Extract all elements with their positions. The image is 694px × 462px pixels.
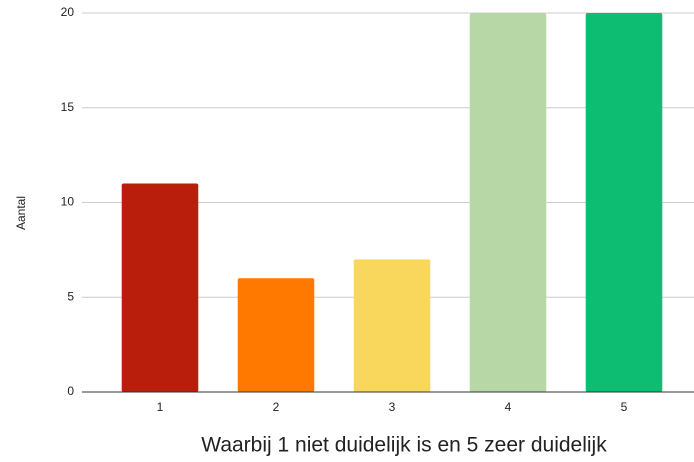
bar (585, 13, 663, 392)
x-axis-label: Waarbij 1 niet duidelijk is en 5 zeer du… (201, 434, 607, 457)
bar (237, 278, 315, 392)
y-tick-label: 20 (61, 5, 75, 19)
x-tick-label: 5 (621, 400, 628, 414)
x-tick-label: 4 (505, 400, 512, 414)
y-tick-label: 10 (61, 195, 75, 209)
bar (353, 259, 431, 392)
y-tick-label: 5 (67, 289, 74, 303)
bar (121, 183, 199, 392)
y-tick-label: 15 (61, 100, 75, 114)
y-axis-label: Aantal (14, 196, 28, 230)
bar (469, 13, 547, 392)
x-tick-label: 2 (273, 400, 280, 414)
x-tick-label: 3 (389, 400, 396, 414)
y-tick-label: 0 (67, 384, 74, 398)
x-tick-label: 1 (157, 400, 164, 414)
